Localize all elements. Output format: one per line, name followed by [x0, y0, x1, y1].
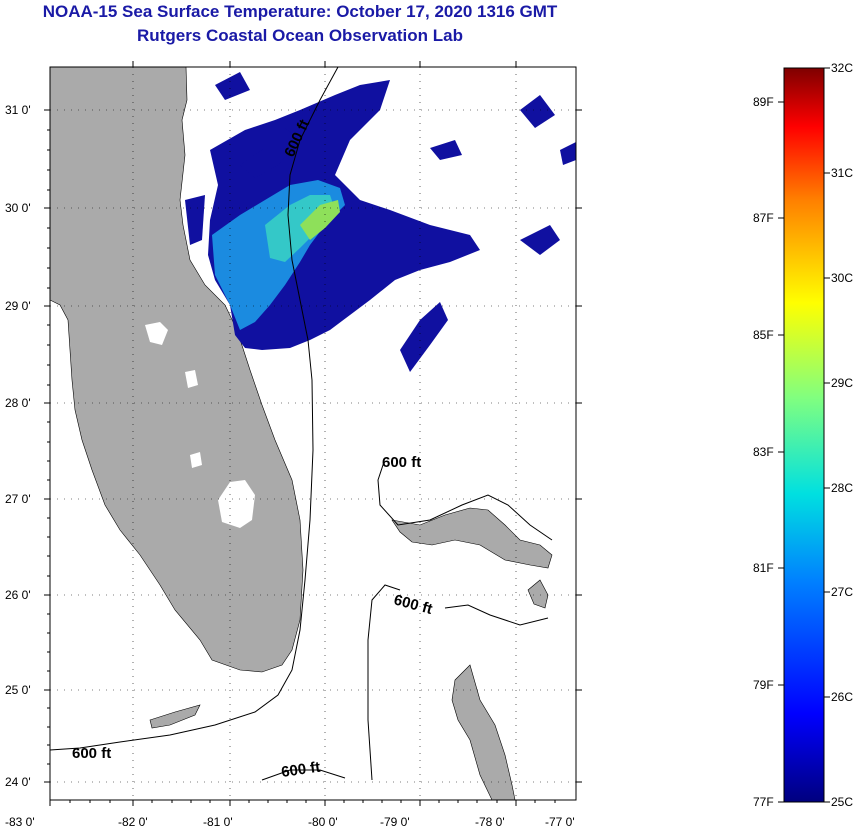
left-ticks	[44, 109, 50, 783]
lake-okeechobee	[218, 480, 255, 528]
lon-label: -79 0'	[380, 815, 410, 829]
colorbar-ticks	[778, 67, 830, 803]
temperature-colorbar: 32C 31C 30C 29C 28C 27C 26C 25C 89F 87F …	[753, 61, 853, 809]
top-ticks	[132, 61, 517, 67]
bottom-ticks	[49, 800, 556, 806]
fahrenheit-label: 81F	[753, 561, 774, 575]
isobath-label: 600 ft	[382, 454, 421, 471]
isobath-label: 600 ft	[392, 591, 434, 618]
lat-label: 29 0'	[5, 299, 31, 313]
isobath-line	[367, 584, 401, 781]
inland-water	[145, 322, 255, 528]
lon-label: -81 0'	[203, 815, 233, 829]
isobath-label: 600 ft	[280, 759, 321, 781]
map-frame	[49, 66, 577, 801]
map-subtitle: Rutgers Coastal Ocean Observation Lab	[137, 26, 463, 45]
sst-patch-cold	[400, 302, 448, 372]
sst-patch-warmest	[300, 200, 340, 240]
lon-labels: -83 0' -82 0' -81 0' -80 0' -79 0' -78 0…	[5, 815, 575, 829]
sst-patch-cold	[240, 128, 300, 178]
lon-label: -77 0'	[545, 815, 575, 829]
celsius-label: 25C	[831, 795, 853, 809]
lon-label: -78 0'	[475, 815, 505, 829]
right-ticks	[576, 109, 582, 783]
fahrenheit-label: 83F	[753, 445, 774, 459]
sst-patch-cold	[215, 72, 250, 100]
andros-island-land	[451, 664, 516, 801]
grand-bahama-land	[527, 579, 549, 609]
sst-patch-cold	[520, 225, 560, 255]
isobath-lines	[49, 66, 553, 781]
lat-label: 27 0'	[5, 492, 31, 506]
lat-label: 25 0'	[5, 683, 31, 697]
fahrenheit-label: 79F	[753, 678, 774, 692]
colorbar-gradient	[783, 67, 825, 803]
celsius-ticks	[824, 67, 830, 803]
sst-imagery	[185, 72, 576, 372]
sst-map: 600 ft 600 ft 600 ft 600 ft 600 ft 31 0'…	[5, 61, 582, 829]
lat-labels: 31 0' 30 0' 29 0' 28 0' 27 0' 26 0' 25 0…	[5, 103, 31, 789]
isobath-line	[49, 66, 339, 751]
isobath-line	[261, 769, 346, 781]
celsius-label: 27C	[831, 585, 853, 599]
celsius-label: 28C	[831, 481, 853, 495]
axis-ticks	[44, 61, 582, 806]
isobath-line	[377, 461, 553, 541]
lat-label: 28 0'	[5, 396, 31, 410]
celsius-label: 29C	[831, 376, 853, 390]
lat-label: 24 0'	[5, 775, 31, 789]
fahrenheit-label: 85F	[753, 328, 774, 342]
andros-bank-land	[391, 507, 553, 569]
celsius-label: 31C	[831, 166, 853, 180]
lon-label: -82 0'	[118, 815, 148, 829]
inland-lake	[145, 322, 168, 345]
sst-patch-cold	[185, 195, 205, 245]
celsius-labels: 32C 31C 30C 29C 28C 27C 26C 25C	[831, 61, 853, 809]
celsius-label: 32C	[831, 61, 853, 75]
sst-patch-cold	[430, 140, 462, 160]
lon-label: -83 0'	[5, 815, 35, 829]
fahrenheit-labels: 89F 87F 85F 83F 81F 79F 77F	[753, 95, 774, 809]
celsius-label: 30C	[831, 271, 853, 285]
fahrenheit-ticks	[778, 101, 784, 803]
inland-lake	[185, 370, 198, 388]
map-title: NOAA-15 Sea Surface Temperature: October…	[42, 2, 558, 21]
inland-lake	[190, 452, 202, 468]
celsius-label: 26C	[831, 690, 853, 704]
fahrenheit-label: 87F	[753, 211, 774, 225]
lat-label: 30 0'	[5, 201, 31, 215]
lon-label: -80 0'	[308, 815, 338, 829]
fahrenheit-label: 77F	[753, 795, 774, 809]
isobath-label: 600 ft	[72, 745, 111, 762]
lat-label: 31 0'	[5, 103, 31, 117]
fahrenheit-label: 89F	[753, 95, 774, 109]
sst-patch-cold	[560, 142, 576, 165]
sst-patch-cold	[520, 95, 555, 128]
isobath-line	[444, 604, 549, 626]
lat-label: 26 0'	[5, 588, 31, 602]
keys-island-land	[149, 704, 201, 729]
